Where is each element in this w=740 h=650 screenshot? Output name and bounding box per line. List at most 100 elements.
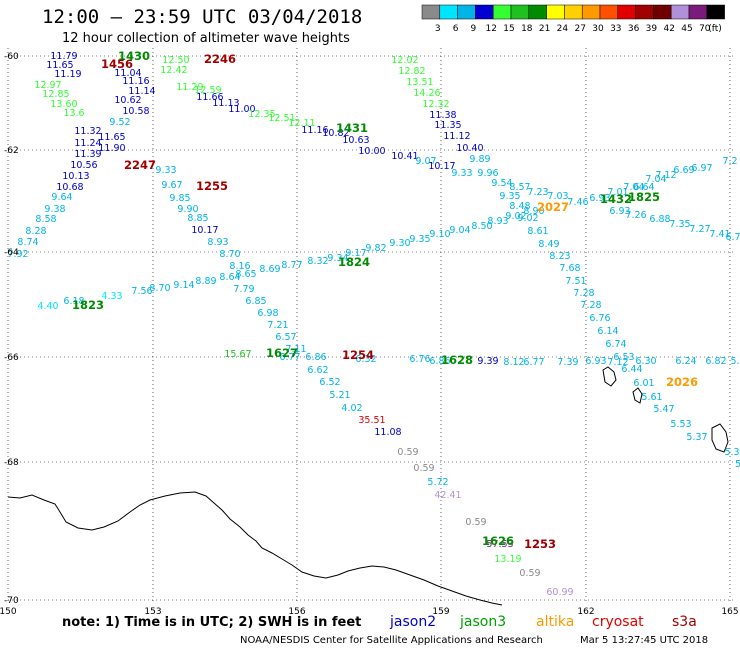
time-label: 1255 bbox=[196, 179, 228, 193]
swh-value: 7.21 bbox=[267, 320, 288, 331]
legend-label: 70 bbox=[699, 24, 711, 34]
swh-value: 8.85 bbox=[187, 213, 208, 224]
swh-value: 9.64 bbox=[51, 192, 72, 203]
legend-swatch bbox=[617, 4, 636, 20]
swh-value: 6.93 bbox=[585, 356, 606, 367]
satellite-label-s3a: s3a bbox=[672, 614, 697, 630]
swh-value: 4.02 bbox=[341, 403, 362, 414]
legend-swatch bbox=[475, 4, 494, 20]
swh-value: 11.90 bbox=[98, 143, 125, 154]
lat-tick-label: -70 bbox=[4, 596, 19, 606]
swh-value: 6.30 bbox=[635, 356, 656, 367]
legend-label: 36 bbox=[628, 24, 640, 34]
swh-value: 5.47 bbox=[653, 404, 674, 415]
time-label: 1254 bbox=[342, 348, 374, 362]
swh-value: 12.42 bbox=[160, 65, 187, 76]
swh-value: 9.14 bbox=[173, 280, 194, 291]
swh-value: 9.38 bbox=[44, 204, 65, 215]
swh-value: 6.24 bbox=[675, 356, 696, 367]
swh-value: 7.23 bbox=[527, 187, 548, 198]
swh-value: 6.7 bbox=[725, 232, 740, 243]
swh-value: 10.13 bbox=[62, 171, 89, 182]
swh-value: 11.66 bbox=[196, 92, 223, 103]
swh-value: 8.65 bbox=[235, 269, 256, 280]
time-label: 2027 bbox=[537, 200, 569, 214]
swh-value: 4.33 bbox=[101, 291, 122, 302]
swh-value: 0.59 bbox=[465, 517, 486, 528]
antarctic-coastline bbox=[7, 491, 503, 606]
legend-swatch bbox=[635, 4, 654, 20]
swh-value: 12.32 bbox=[422, 99, 449, 110]
time-label: 1253 bbox=[524, 537, 556, 551]
swh-value: 60.99 bbox=[546, 587, 573, 598]
swh-value: 6.86 bbox=[429, 356, 450, 367]
swh-value: 11.14 bbox=[128, 86, 155, 97]
swh-value: 11.08 bbox=[374, 427, 401, 438]
swh-value: 9.82 bbox=[365, 243, 386, 254]
swh-value: 8.32 bbox=[307, 256, 328, 267]
swh-value: 9.90 bbox=[177, 204, 198, 215]
swh-value: 7.27 bbox=[689, 224, 710, 235]
swh-value: 8.64 bbox=[219, 272, 240, 283]
swh-value: 9.17 bbox=[345, 248, 366, 259]
legend-swatch bbox=[421, 4, 441, 20]
legend-label: 21 bbox=[539, 24, 550, 34]
legend-swatch bbox=[706, 4, 725, 20]
time-label: 1825 bbox=[628, 190, 660, 204]
swh-value: 8.77 bbox=[281, 260, 302, 271]
swh-value: 42.41 bbox=[434, 490, 461, 501]
swh-value: 8.70 bbox=[149, 283, 170, 294]
swh-value: 8.93 bbox=[207, 237, 228, 248]
footer-text: note: 1) Time is in UTC; 2) SWH is in fe… bbox=[62, 614, 708, 646]
legend-swatch bbox=[688, 4, 708, 20]
swh-value: 9.07 bbox=[415, 156, 436, 167]
swh-value: 6.97 bbox=[691, 163, 712, 174]
swh-value: 11.04 bbox=[114, 68, 141, 79]
swh-value: 10.17 bbox=[191, 225, 218, 236]
legend-swatch bbox=[653, 4, 672, 20]
swh-value: 6.98 bbox=[257, 308, 278, 319]
swh-value: 7.56 bbox=[131, 286, 152, 297]
swh-value: 0.59 bbox=[397, 447, 418, 458]
legend-swatch bbox=[670, 4, 690, 20]
legend-label: 6 bbox=[453, 24, 459, 34]
swh-value: 5. bbox=[730, 356, 739, 367]
swh-value: 6.93 bbox=[589, 193, 610, 204]
color-legend: 3 6 9 12 15 18 21 24 27 30 33 36 39 42 45 70(ft) bbox=[421, 4, 725, 34]
legend-swatch bbox=[528, 4, 547, 20]
swh-value: 5.61 bbox=[641, 392, 662, 403]
legend-label: 45 bbox=[681, 24, 692, 34]
legend-label: 24 bbox=[557, 24, 569, 34]
time-label: 2246 bbox=[204, 52, 236, 66]
satellite-label-jason2: jason2 bbox=[389, 614, 436, 630]
axis-labels: 150 153 156 159 162 165 -60 -62 -64 -66 -68 -70 bbox=[0, 52, 739, 617]
swh-value: 6.88 bbox=[649, 214, 670, 225]
island-3 bbox=[711, 423, 729, 453]
swh-value: 12.82 bbox=[398, 66, 425, 77]
legend-label: 33 bbox=[610, 24, 621, 34]
swh-value: 9.33 bbox=[155, 165, 176, 176]
swh-value: 10.58 bbox=[122, 106, 149, 117]
swh-value: 9.34 bbox=[327, 253, 348, 264]
time-label: 1824 bbox=[338, 255, 370, 269]
swh-value: 7.39 bbox=[557, 357, 578, 368]
swh-value: 7.03 bbox=[547, 191, 568, 202]
page-subtitle: 12 hour collection of altimeter wave hei… bbox=[62, 31, 350, 46]
swh-value: 6.74 bbox=[605, 339, 626, 350]
swh-value: 13.19 bbox=[494, 554, 521, 565]
lon-tick-label: 159 bbox=[432, 607, 449, 617]
legend-swatch bbox=[581, 4, 601, 20]
swh-value: 9.54 bbox=[491, 178, 512, 189]
map-grid bbox=[7, 48, 735, 602]
swh-value: 11.38 bbox=[429, 110, 456, 121]
coastline bbox=[7, 366, 729, 606]
swh-value: 7.04 bbox=[645, 174, 666, 185]
swh-value: 7.26 bbox=[625, 210, 646, 221]
swh-value: 8.49 bbox=[538, 239, 559, 250]
time-label: 1431 bbox=[336, 121, 368, 135]
swh-value: 4.40 bbox=[37, 301, 58, 312]
swh-value: 8.89 bbox=[195, 276, 216, 287]
lat-tick-label: -60 bbox=[4, 52, 19, 62]
legend-label: 12 bbox=[485, 24, 496, 34]
swh-value: 7.2 bbox=[722, 156, 737, 167]
